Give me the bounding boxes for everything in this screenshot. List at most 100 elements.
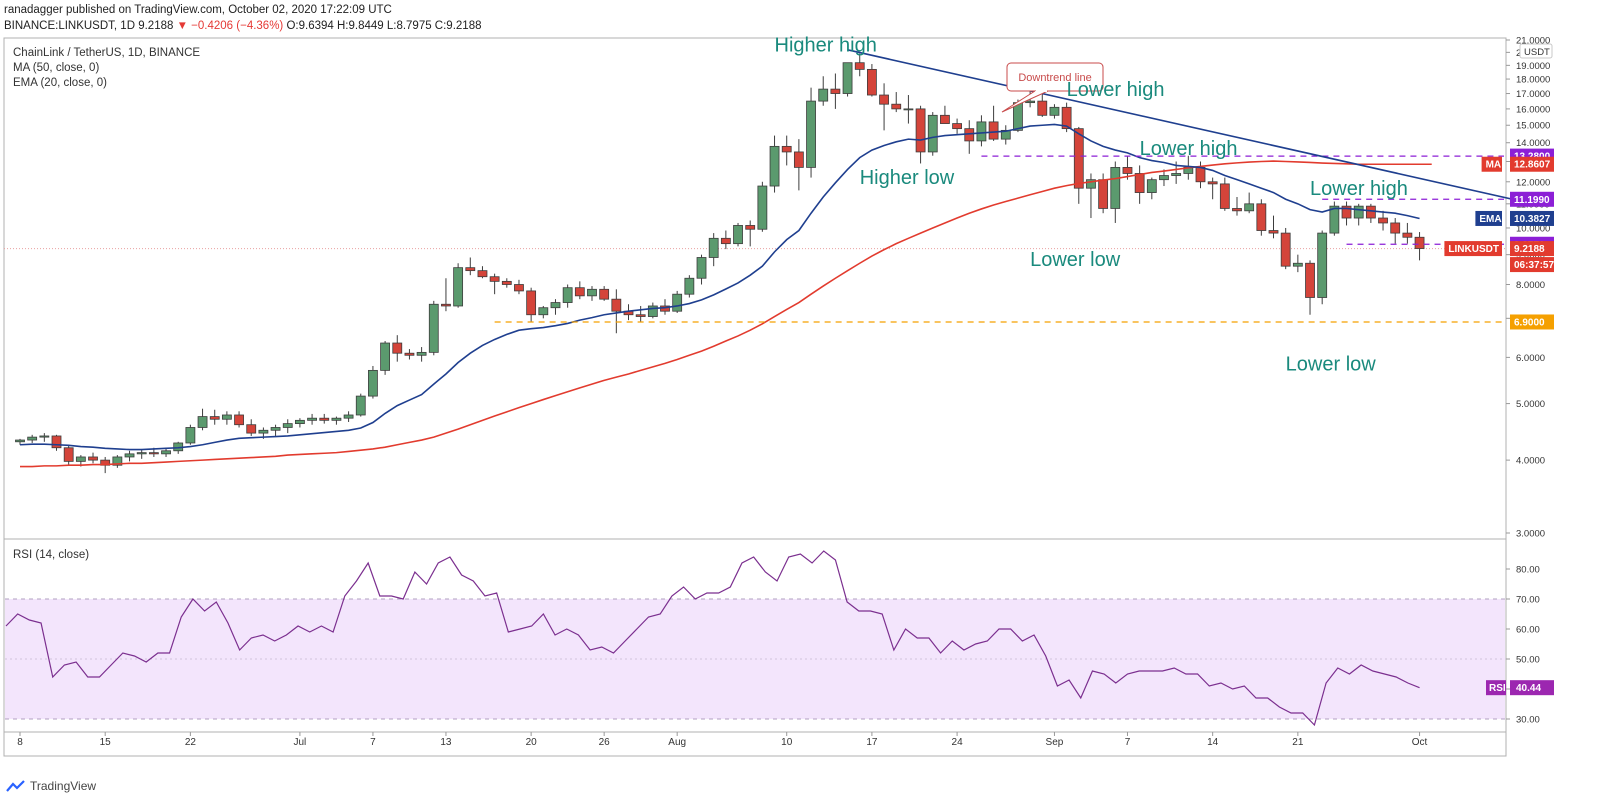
candle-down	[891, 103, 902, 110]
candle-down	[319, 417, 330, 421]
candle-down	[940, 114, 950, 124]
time-tick-label: 8	[17, 737, 23, 748]
rsi-tick-label: 30.00	[1516, 715, 1540, 726]
legend-title: ChainLink / TetherUS, 1D, BINANCE	[13, 47, 201, 59]
candle-up	[1171, 173, 1182, 176]
price-tag-value: 10.3827	[1514, 214, 1551, 225]
countdown-tag	[1510, 257, 1554, 273]
candle-up	[708, 237, 719, 258]
ema20-line	[19, 123, 1420, 451]
candle-down	[720, 237, 731, 245]
candle-up	[331, 417, 342, 421]
tradingview-footer[interactable]: TradingView	[6, 779, 96, 793]
candle-up	[453, 267, 464, 307]
price-tick-label: 14.0000	[1516, 138, 1550, 149]
price-tag-value: 9.2188	[1514, 244, 1545, 255]
price-tick-label: 19.0000	[1516, 61, 1550, 72]
ohlc-values: O:9.6394 H:9.8449 L:8.7975 C:9.2188	[286, 20, 482, 32]
chart-header: ranadagger published on TradingView.com,…	[4, 2, 481, 34]
rsi-tick-label: 70.00	[1516, 595, 1540, 606]
legend-ma: MA (50, close, 0)	[13, 62, 100, 74]
candle-down	[1268, 230, 1279, 234]
candle-down	[209, 416, 220, 420]
candle-up	[562, 287, 573, 303]
candle-up	[295, 419, 305, 425]
chart-legend: ChainLink / TetherUS, 1D, BINANCE MA (50…	[13, 46, 200, 91]
candle-up	[684, 277, 695, 295]
candle-down	[1256, 203, 1267, 231]
symbol-quote: BINANCE:LINKUSDT, 1D 9.2188 ▼ −0.4206 (−…	[4, 18, 481, 34]
tradingview-brand: TradingView	[30, 779, 97, 793]
candle-down	[867, 68, 877, 96]
time-tick-label: 17	[866, 737, 878, 748]
time-tick-label: 10	[781, 737, 793, 748]
candle-down	[489, 276, 500, 282]
price-tick-label: 10.0000	[1516, 223, 1550, 234]
candle-down	[635, 314, 646, 317]
candle-up	[75, 456, 86, 462]
candle-down	[501, 280, 512, 285]
candle-up	[550, 302, 561, 309]
price-tag	[1510, 156, 1554, 172]
candle-down	[952, 123, 962, 130]
candle-down	[793, 151, 804, 168]
candle-down	[574, 287, 585, 297]
candle-up	[927, 114, 938, 153]
candle-down	[599, 288, 610, 300]
candle-down	[1305, 262, 1315, 298]
level-tag	[1510, 191, 1554, 207]
candle-up	[185, 427, 196, 444]
price-name-tag	[1481, 156, 1502, 172]
candle-up	[647, 305, 658, 317]
price-name: EMA	[1479, 214, 1501, 225]
rsi-value-tag	[1510, 680, 1554, 696]
trend-callout-label: Downtrend line	[1018, 72, 1091, 84]
candle-down	[879, 94, 889, 105]
rsi-line	[5, 550, 1420, 727]
candle-down	[1122, 167, 1133, 174]
rsi-tick-label: 80.00	[1516, 565, 1540, 576]
candle-up	[1159, 175, 1169, 181]
candle-up	[757, 185, 768, 230]
candle-down	[1341, 205, 1352, 219]
candle-up	[307, 417, 317, 421]
candle-down	[1207, 181, 1218, 185]
candle-down	[1134, 173, 1145, 193]
candle-up	[696, 257, 707, 279]
candle-up	[39, 435, 50, 438]
price-tick-label: 18.0000	[1516, 75, 1550, 86]
candle-up	[976, 121, 987, 142]
candle-up	[672, 293, 683, 312]
candle-down	[148, 452, 159, 455]
candle-up	[1049, 106, 1060, 116]
time-tick-label: Aug	[668, 737, 686, 748]
candle-up	[161, 450, 171, 455]
symbol-label: BINANCE:LINKUSDT, 1D	[4, 20, 136, 32]
time-tick-label: 15	[100, 737, 112, 748]
annotation-label: Lower low	[1030, 249, 1121, 271]
price-tag	[1510, 241, 1554, 257]
tradingview-logo-icon	[6, 780, 26, 792]
unit-label: USDT	[1524, 47, 1550, 58]
candle-up	[903, 108, 914, 111]
candle-up	[842, 62, 853, 94]
candle-down	[514, 284, 524, 292]
candle-down	[915, 108, 926, 153]
downtrend-line	[847, 49, 1542, 207]
time-tick-label: 22	[185, 737, 197, 748]
candles	[15, 53, 1425, 474]
price-tick-label: 4.0000	[1516, 456, 1545, 467]
rsi-title: RSI (14, close)	[13, 549, 89, 561]
candle-down	[477, 270, 488, 278]
candle-down	[1037, 100, 1048, 116]
candle-up	[416, 351, 427, 356]
candle-down	[1378, 217, 1388, 224]
price-name-tag	[1444, 241, 1502, 257]
trend-callout-box	[1006, 62, 1104, 92]
candle-down	[1098, 179, 1109, 209]
candle-up	[368, 369, 378, 397]
candle-down	[1061, 106, 1072, 130]
candle-up	[769, 145, 780, 187]
candle-up	[1110, 167, 1121, 209]
